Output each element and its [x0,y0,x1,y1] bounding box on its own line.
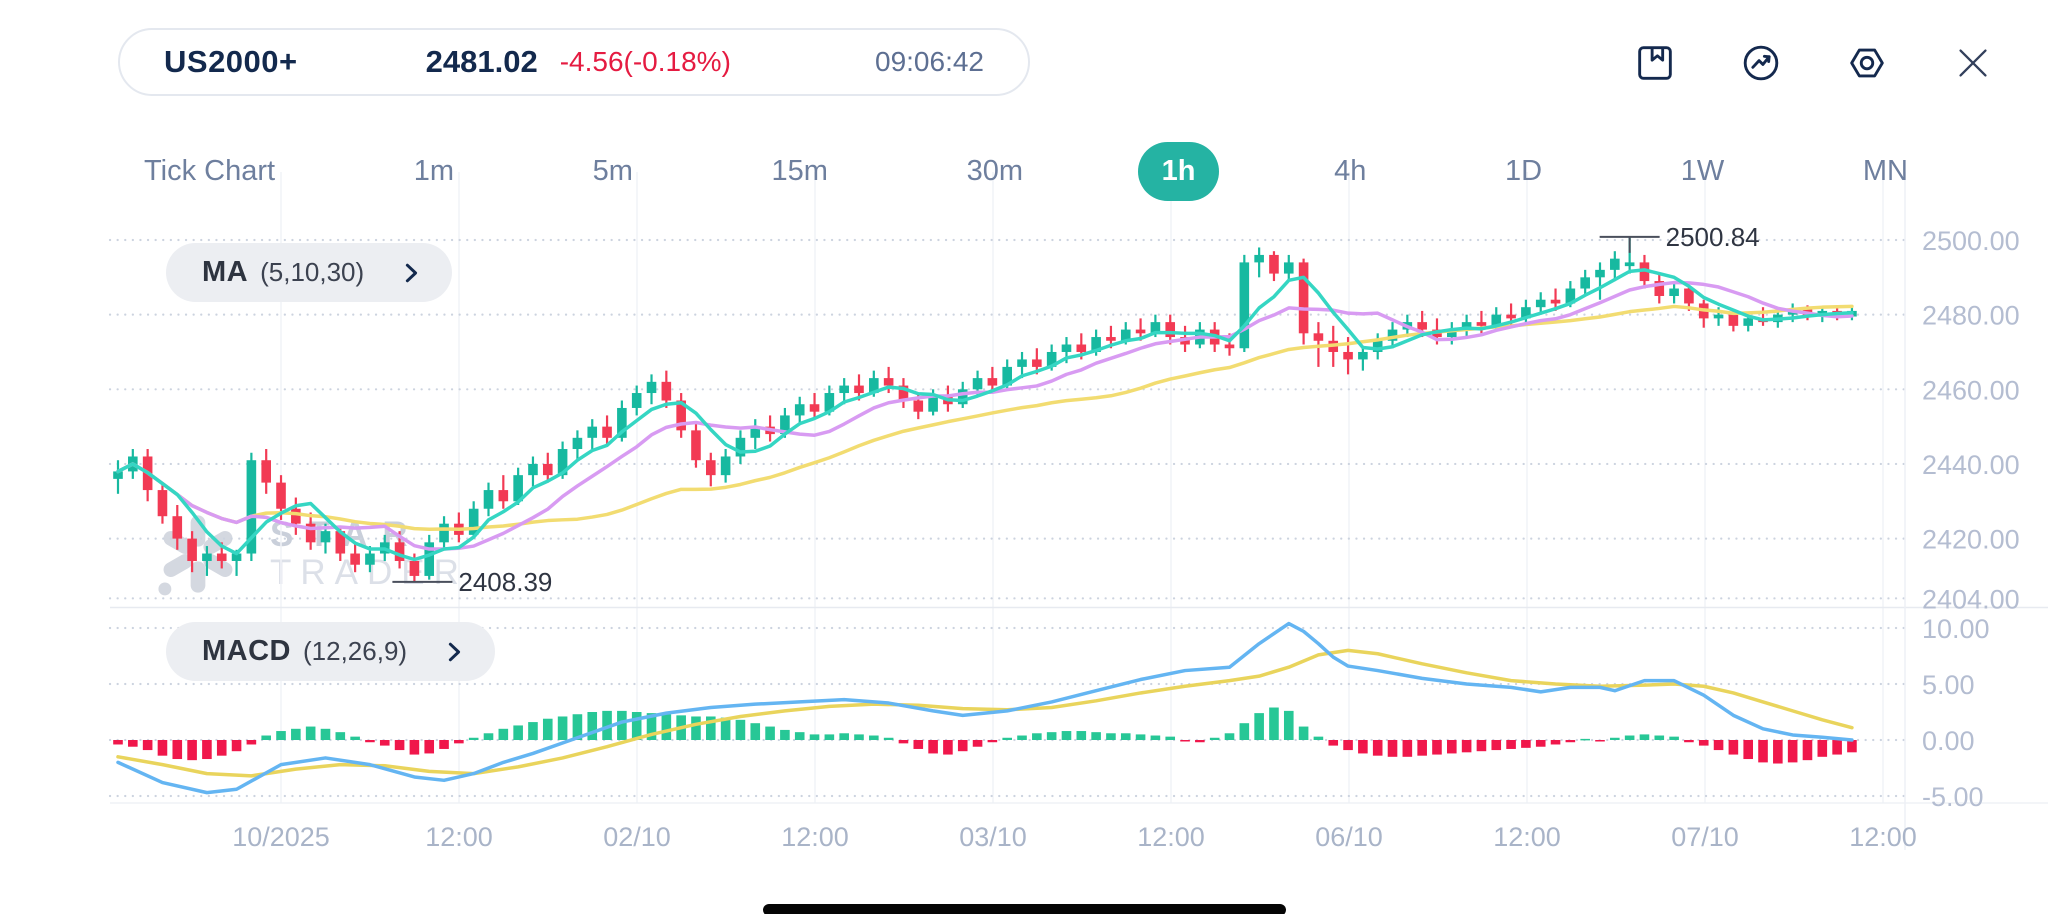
svg-text:12:00: 12:00 [1493,822,1561,852]
svg-text:10.00: 10.00 [1922,614,1990,644]
svg-text:2480.00: 2480.00 [1922,301,2020,331]
svg-text:-5.00: -5.00 [1922,782,1984,812]
svg-text:2408.39: 2408.39 [458,567,552,597]
svg-text:2500.00: 2500.00 [1922,226,2020,256]
svg-text:07/10: 07/10 [1671,822,1739,852]
chevron-right-icon [443,638,465,666]
svg-text:2420.00: 2420.00 [1922,525,2020,555]
timeframe-tab-5m[interactable]: 5m [592,154,633,187]
price-change: -4.56(-0.18%) [559,46,731,77]
bookmark-icon[interactable] [1632,40,1678,86]
close-icon[interactable] [1950,40,1996,86]
chevron-right-icon [400,259,422,287]
ma-lines [116,268,1854,562]
watermark: STAR TRADER [152,508,468,600]
svg-text:2460.00: 2460.00 [1922,375,2020,405]
svg-text:12:00: 12:00 [425,822,493,852]
ma-params: (5,10,30) [260,257,365,287]
trend-circle-icon[interactable] [1738,40,1784,86]
svg-text:2404.00: 2404.00 [1922,584,2020,614]
timeframe-tab-1m[interactable]: 1m [413,154,454,187]
svg-text:12:00: 12:00 [781,822,849,852]
server-time: 09:06:42 [875,46,984,77]
last-price: 2481.02 [425,44,538,79]
home-indicator[interactable] [763,904,1286,914]
svg-text:0.00: 0.00 [1922,726,1975,756]
svg-text:2440.00: 2440.00 [1922,450,2020,480]
svg-text:06/10: 06/10 [1315,822,1383,852]
timeframe-tab-1h[interactable]: 1h [1137,141,1220,201]
macd-lines [116,621,1854,795]
ma-label: MA [202,256,249,288]
price-annotations [392,235,1660,583]
header-toolbar [1632,40,1996,86]
svg-text:5.00: 5.00 [1922,670,1975,700]
svg-text:10/2025: 10/2025 [232,822,330,852]
macd-indicator-button[interactable]: MACD (12,26,9) [166,622,496,681]
macd-params: (12,26,9) [303,636,408,666]
timeframe-tabs: Tick Chart 1m 5m 15m 30m 1h 4h 1D 1W MN [120,133,1932,209]
ma-indicator-button[interactable]: MA (5,10,30) [166,243,453,302]
macd-histogram [113,707,1857,764]
svg-text:12:00: 12:00 [1137,822,1205,852]
timeframe-tab-30m[interactable]: 30m [966,154,1023,187]
settings-hex-icon[interactable] [1844,40,1890,86]
timeframe-tab-tick-chart[interactable]: Tick Chart [144,154,276,187]
macd-label: MACD [202,635,291,667]
instrument-header: US2000+ 2481.02 -4.56(-0.18%) 09:06:42 [118,28,1030,96]
timeframe-tab-1w[interactable]: 1W [1680,154,1725,187]
timeframe-tab-15m[interactable]: 15m [771,154,828,187]
svg-text:03/10: 03/10 [959,822,1027,852]
axis-labels: 2500.00 2480.00 2460.00 2440.00 2420.00 2404.… [232,222,2019,852]
timeframe-tab-4h[interactable]: 4h [1334,154,1367,187]
timeframe-tab-1d[interactable]: 1D [1504,154,1543,187]
instrument-symbol: US2000+ [164,44,298,79]
svg-text:12:00: 12:00 [1849,822,1917,852]
svg-text:02/10: 02/10 [603,822,671,852]
timeframe-tab-mn[interactable]: MN [1862,154,1908,187]
svg-text:2500.84: 2500.84 [1666,222,1760,252]
grid-lines [108,172,2048,850]
